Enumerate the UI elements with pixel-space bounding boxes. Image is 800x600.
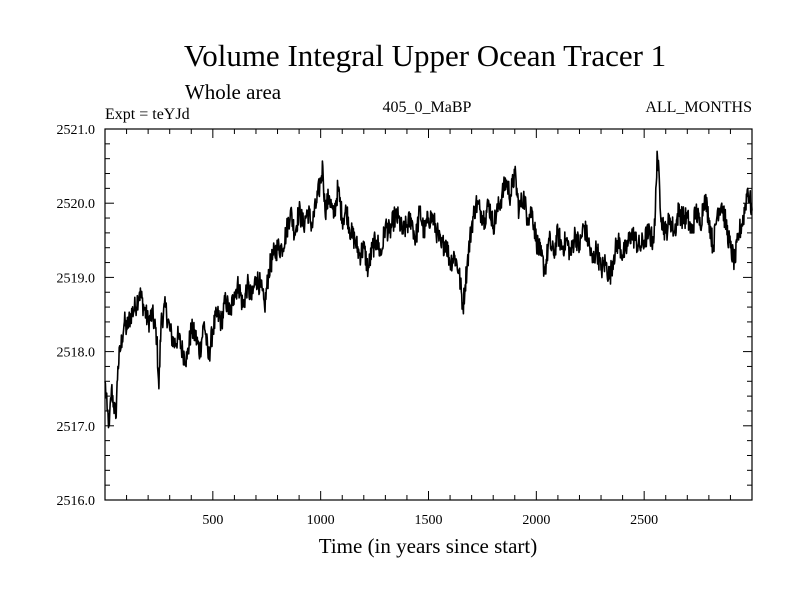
y-tick-label: 2518.0 (57, 346, 96, 361)
x-tick-label: 500 (202, 513, 223, 528)
period-label: 405_0_MaBP (383, 99, 472, 116)
chart-title: Volume Integral Upper Ocean Tracer 1 (184, 38, 666, 73)
x-axis-label: Time (in years since start) (319, 534, 538, 558)
y-tick-label: 2516.0 (57, 494, 96, 509)
series-line-tracer-1 (104, 150, 753, 429)
chart-subtitle: Whole area (185, 80, 282, 104)
x-tick-label: 1000 (307, 513, 335, 528)
y-tick-label: 2519.0 (57, 271, 96, 286)
x-tick-label: 2500 (630, 513, 658, 528)
plot-frame (104, 128, 753, 501)
experiment-label: Expt = teYJd (105, 106, 190, 123)
x-tick-label: 1500 (415, 513, 443, 528)
y-tick-label: 2517.0 (57, 420, 96, 435)
months-label: ALL_MONTHS (645, 99, 752, 116)
x-axis: 500 1000 1500 2000 2500 (126, 129, 731, 528)
x-tick-label: 2000 (522, 513, 550, 528)
y-tick-label: 2520.0 (57, 197, 96, 212)
y-tick-label: 2521.0 (57, 123, 96, 138)
